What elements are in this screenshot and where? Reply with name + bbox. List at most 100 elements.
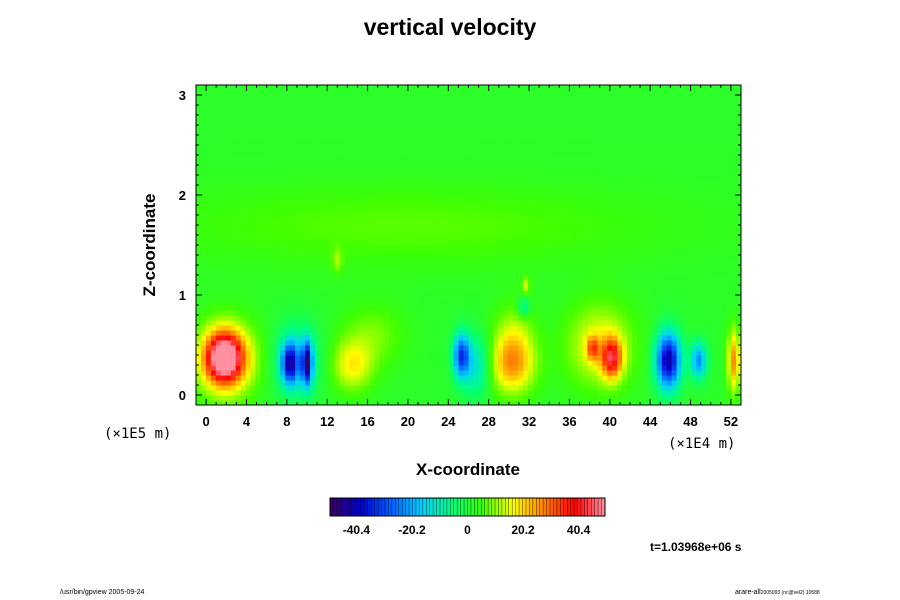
heatmap-cell <box>577 370 584 376</box>
heatmap-cell <box>557 160 564 166</box>
heatmap-cell <box>210 185 217 191</box>
heatmap-cell <box>295 110 301 116</box>
heatmap-cell <box>523 215 529 221</box>
heatmap-cell <box>314 350 321 356</box>
heatmap-cell <box>245 180 252 186</box>
heatmap-cell <box>577 140 584 146</box>
heatmap-cell <box>339 255 346 261</box>
heatmap-cell <box>245 125 252 131</box>
heatmap-cell <box>532 265 539 271</box>
heatmap-cell <box>285 225 291 231</box>
heatmap-cell <box>285 230 291 236</box>
heatmap-cell <box>349 395 356 401</box>
heatmap-cell <box>215 310 222 316</box>
heatmap-cell <box>314 95 321 101</box>
heatmap-cell <box>314 145 321 151</box>
heatmap-cell <box>557 260 564 266</box>
heatmap-cell <box>270 350 276 356</box>
heatmap-cell <box>225 215 232 221</box>
heatmap-cell <box>265 345 271 351</box>
heatmap-cell <box>414 395 420 401</box>
heatmap-cell <box>414 330 420 336</box>
heatmap-cell <box>488 365 494 371</box>
heatmap-cell <box>205 115 212 121</box>
heatmap-cell <box>354 135 361 141</box>
heatmap-cell <box>488 135 494 141</box>
heatmap-cell <box>290 365 296 371</box>
heatmap-cell <box>394 270 400 276</box>
heatmap-cell <box>245 220 252 226</box>
heatmap-cell <box>260 175 266 181</box>
heatmap-cell <box>557 355 564 361</box>
heatmap-cell <box>577 210 584 216</box>
heatmap-cell <box>220 265 227 271</box>
heatmap-cell <box>409 195 415 201</box>
heatmap-cell <box>463 115 470 121</box>
heatmap-cell <box>215 300 222 306</box>
heatmap-cell <box>300 130 306 136</box>
heatmap-cell <box>295 255 301 261</box>
heatmap-cell <box>567 300 574 306</box>
heatmap-cell <box>572 305 579 311</box>
heatmap-cell <box>200 280 207 286</box>
heatmap-cell <box>567 345 574 351</box>
heatmap-cell <box>220 390 227 396</box>
heatmap-cell <box>518 325 524 331</box>
heatmap-cell <box>433 105 440 111</box>
heatmap-cell <box>334 90 341 96</box>
heatmap-cell <box>458 225 465 231</box>
heatmap-cell <box>329 225 336 231</box>
heatmap-cell <box>483 360 489 366</box>
heatmap-cell <box>349 110 356 116</box>
heatmap-cell <box>542 90 549 96</box>
heatmap-cell <box>275 295 281 301</box>
heatmap-cell <box>369 95 375 101</box>
heatmap-cell <box>389 235 395 241</box>
heatmap-cell <box>384 110 390 116</box>
heatmap-cell <box>488 260 494 266</box>
heatmap-cell <box>309 320 316 326</box>
heatmap-cell <box>562 125 569 131</box>
heatmap-cell <box>265 365 271 371</box>
heatmap-cell <box>280 290 286 296</box>
heatmap-cell <box>418 170 425 176</box>
heatmap-cell <box>245 105 252 111</box>
heatmap-cell <box>572 285 579 291</box>
heatmap-cell <box>319 400 326 405</box>
heatmap-cell <box>418 305 425 311</box>
heatmap-cell <box>409 320 415 326</box>
heatmap-cell <box>314 295 321 301</box>
heatmap-cell <box>329 140 336 146</box>
heatmap-cell <box>280 225 286 231</box>
heatmap-cell <box>329 135 336 141</box>
heatmap-cell <box>290 195 296 201</box>
heatmap-cell <box>364 110 370 116</box>
heatmap-cell <box>404 230 410 236</box>
heatmap-cell <box>319 230 326 236</box>
heatmap-cell <box>394 350 400 356</box>
heatmap-cell <box>414 145 420 151</box>
heatmap-cell <box>433 295 440 301</box>
heatmap-cell <box>537 105 544 111</box>
heatmap-cell <box>478 210 484 216</box>
heatmap-cell <box>215 365 222 371</box>
heatmap-cell <box>552 135 559 141</box>
heatmap-cell <box>389 145 395 151</box>
heatmap-cell <box>532 175 539 181</box>
heatmap-cell <box>344 125 351 131</box>
heatmap-cell <box>577 395 584 401</box>
heatmap-cell <box>448 105 455 111</box>
heatmap-cell <box>572 200 579 206</box>
heatmap-cell <box>354 260 361 266</box>
heatmap-cell <box>225 110 232 116</box>
heatmap-cell <box>255 295 261 301</box>
heatmap-cell <box>542 200 549 206</box>
heatmap-cell <box>349 105 356 111</box>
heatmap-cell <box>314 190 321 196</box>
heatmap-cell <box>414 320 420 326</box>
heatmap-cell <box>443 150 450 156</box>
heatmap-cell <box>235 260 242 266</box>
heatmap-cell <box>572 395 579 401</box>
heatmap-cell <box>537 275 544 281</box>
heatmap-cell <box>414 190 420 196</box>
